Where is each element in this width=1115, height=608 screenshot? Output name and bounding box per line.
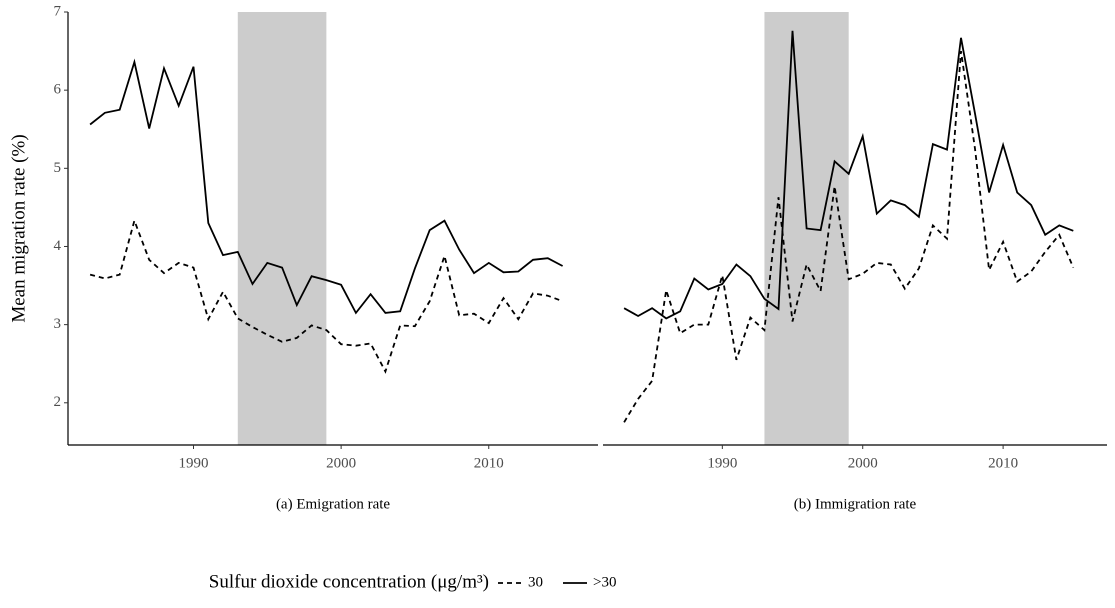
shaded-period (237, 12, 327, 445)
panel-caption: (b) Immigration rate (794, 496, 917, 512)
panel-caption: (a) Emigration rate (276, 496, 390, 512)
x-tick-label: 2000 (326, 455, 356, 471)
legend-title: Sulfur dioxide concentration (μg/m³) (209, 571, 489, 592)
y-tick-label: 3 (54, 316, 62, 332)
y-tick-label: 5 (54, 160, 62, 176)
series-line (89, 58, 564, 315)
x-tick-label: 2010 (474, 455, 504, 471)
y-tick-label: 2 (54, 394, 62, 410)
x-tick-label: 2010 (988, 455, 1018, 471)
x-tick-label: 2000 (848, 455, 878, 471)
x-tick-label: 1990 (178, 455, 208, 471)
series-line (623, 30, 1074, 320)
legend-label: >30 (593, 574, 616, 590)
series-line (623, 50, 1075, 423)
legend-label: 30 (528, 574, 543, 590)
y-axis-label: Mean migration rate (%) (8, 134, 29, 322)
y-tick-label: 7 (54, 3, 62, 19)
y-tick-label: 6 (54, 82, 62, 98)
y-tick-label: 4 (54, 238, 62, 254)
x-tick-label: 1990 (707, 455, 737, 471)
series-line (89, 217, 563, 374)
